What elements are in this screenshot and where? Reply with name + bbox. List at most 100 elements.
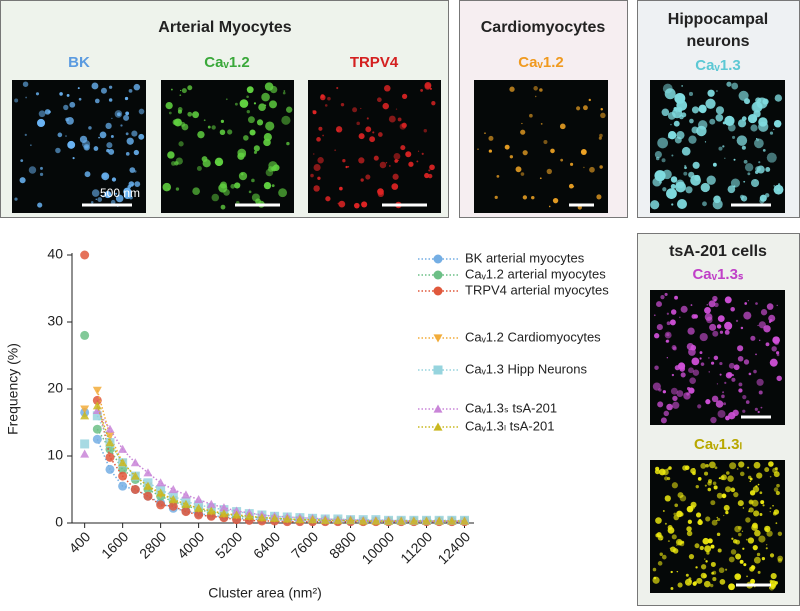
cluster bbox=[679, 494, 687, 502]
legend-label: Caᵥ1.2 Cardiomyocytes bbox=[465, 329, 601, 344]
cluster bbox=[762, 148, 766, 152]
point bbox=[460, 516, 470, 525]
cluster bbox=[675, 179, 685, 189]
cluster bbox=[715, 400, 724, 408]
cluster bbox=[689, 377, 696, 384]
cluster bbox=[79, 135, 88, 144]
cluster bbox=[704, 484, 707, 487]
cluster bbox=[729, 462, 737, 470]
cluster bbox=[724, 381, 727, 385]
cluster bbox=[322, 134, 324, 137]
point bbox=[118, 458, 128, 467]
cluster bbox=[310, 173, 314, 178]
cluster bbox=[725, 486, 732, 493]
cluster bbox=[672, 401, 680, 409]
panel-label: Caᵥ1.3 bbox=[695, 57, 740, 74]
cluster bbox=[726, 81, 732, 87]
cluster bbox=[663, 410, 670, 417]
cluster bbox=[535, 95, 537, 98]
cluster bbox=[712, 330, 719, 337]
cluster bbox=[759, 513, 763, 516]
cluster bbox=[552, 197, 559, 204]
cluster bbox=[108, 148, 115, 155]
cluster bbox=[744, 302, 748, 305]
point bbox=[80, 405, 90, 414]
cluster bbox=[728, 583, 735, 591]
cluster bbox=[662, 83, 673, 94]
point bbox=[92, 386, 102, 395]
cluster bbox=[180, 89, 182, 92]
cluster bbox=[777, 555, 783, 562]
cluster bbox=[673, 514, 680, 521]
cluster bbox=[769, 358, 778, 367]
cluster bbox=[55, 147, 61, 154]
x-axis-label: Cluster area (nm²) bbox=[208, 585, 322, 601]
cluster bbox=[114, 110, 123, 118]
cluster bbox=[733, 158, 736, 161]
y-tick-label: 0 bbox=[55, 514, 63, 530]
cluster bbox=[674, 365, 680, 371]
point bbox=[282, 514, 292, 523]
cluster bbox=[84, 171, 91, 178]
point bbox=[130, 471, 140, 480]
cluster bbox=[681, 85, 684, 87]
cluster bbox=[248, 190, 252, 194]
cluster bbox=[253, 150, 257, 154]
cluster bbox=[712, 199, 723, 210]
cluster bbox=[377, 132, 383, 137]
point bbox=[130, 485, 140, 494]
cluster bbox=[717, 548, 722, 553]
cluster bbox=[688, 171, 695, 178]
cluster bbox=[192, 111, 200, 119]
cluster bbox=[670, 387, 678, 395]
cluster bbox=[246, 95, 249, 99]
cluster bbox=[172, 119, 179, 126]
cluster bbox=[700, 182, 710, 193]
cluster bbox=[239, 99, 249, 108]
cluster bbox=[484, 132, 486, 134]
cluster bbox=[679, 114, 684, 120]
cluster bbox=[397, 117, 402, 122]
cluster bbox=[488, 149, 492, 153]
cluster bbox=[600, 108, 604, 111]
cluster bbox=[361, 201, 368, 208]
legend-marker bbox=[433, 334, 443, 343]
series-line bbox=[96, 415, 465, 522]
cluster bbox=[719, 361, 723, 366]
cluster bbox=[756, 378, 764, 386]
cluster bbox=[115, 194, 124, 203]
cluster bbox=[670, 123, 672, 126]
cluster bbox=[775, 490, 780, 496]
cluster bbox=[110, 199, 116, 205]
micrograph bbox=[308, 80, 441, 213]
point bbox=[346, 515, 356, 524]
cluster bbox=[759, 491, 763, 495]
cluster bbox=[345, 165, 348, 169]
point bbox=[80, 449, 90, 458]
cluster bbox=[742, 507, 745, 509]
cluster bbox=[759, 194, 767, 202]
cluster bbox=[99, 131, 107, 139]
cluster bbox=[654, 150, 662, 159]
cluster bbox=[753, 110, 761, 118]
cluster bbox=[358, 157, 365, 164]
cluster bbox=[707, 538, 713, 544]
cluster bbox=[347, 165, 350, 168]
cluster bbox=[334, 149, 337, 152]
cluster bbox=[227, 129, 233, 135]
point bbox=[143, 468, 153, 477]
cluster bbox=[211, 125, 216, 130]
cluster bbox=[765, 544, 768, 546]
x-tick-label: 10000 bbox=[358, 528, 397, 567]
cluster bbox=[214, 161, 217, 164]
cluster bbox=[750, 124, 758, 132]
point bbox=[92, 401, 102, 410]
cluster bbox=[758, 390, 763, 395]
cluster bbox=[694, 543, 700, 549]
point bbox=[270, 513, 280, 522]
cluster bbox=[383, 84, 391, 92]
cluster bbox=[377, 188, 384, 195]
cluster bbox=[405, 151, 412, 158]
point bbox=[371, 516, 381, 525]
cluster bbox=[722, 391, 725, 394]
